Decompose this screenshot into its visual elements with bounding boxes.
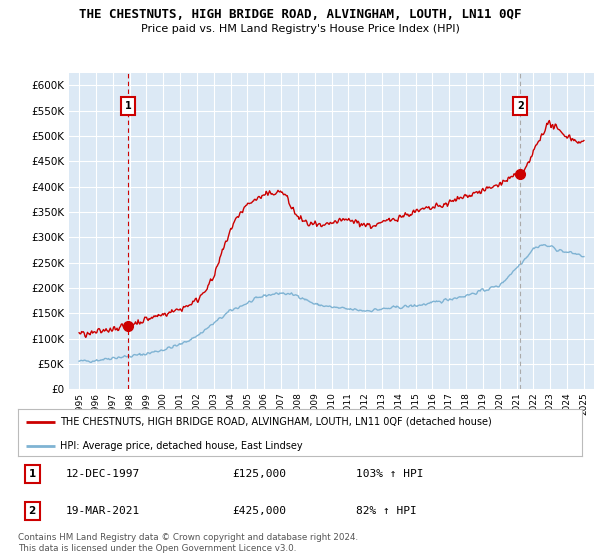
Text: THE CHESTNUTS, HIGH BRIDGE ROAD, ALVINGHAM, LOUTH, LN11 0QF (detached house): THE CHESTNUTS, HIGH BRIDGE ROAD, ALVINGH…: [60, 417, 492, 427]
Text: 12-DEC-1997: 12-DEC-1997: [66, 469, 140, 479]
Text: 2: 2: [28, 506, 36, 516]
Text: THE CHESTNUTS, HIGH BRIDGE ROAD, ALVINGHAM, LOUTH, LN11 0QF: THE CHESTNUTS, HIGH BRIDGE ROAD, ALVINGH…: [79, 8, 521, 21]
Text: 82% ↑ HPI: 82% ↑ HPI: [356, 506, 417, 516]
Text: £425,000: £425,000: [232, 506, 286, 516]
Text: £125,000: £125,000: [232, 469, 286, 479]
Text: 1: 1: [28, 469, 36, 479]
Text: 1: 1: [125, 101, 131, 111]
Text: 2: 2: [517, 101, 524, 111]
Text: HPI: Average price, detached house, East Lindsey: HPI: Average price, detached house, East…: [60, 441, 303, 451]
Text: Contains HM Land Registry data © Crown copyright and database right 2024.
This d: Contains HM Land Registry data © Crown c…: [18, 533, 358, 553]
Text: 19-MAR-2021: 19-MAR-2021: [66, 506, 140, 516]
Text: Price paid vs. HM Land Registry's House Price Index (HPI): Price paid vs. HM Land Registry's House …: [140, 24, 460, 34]
Text: 103% ↑ HPI: 103% ↑ HPI: [356, 469, 424, 479]
